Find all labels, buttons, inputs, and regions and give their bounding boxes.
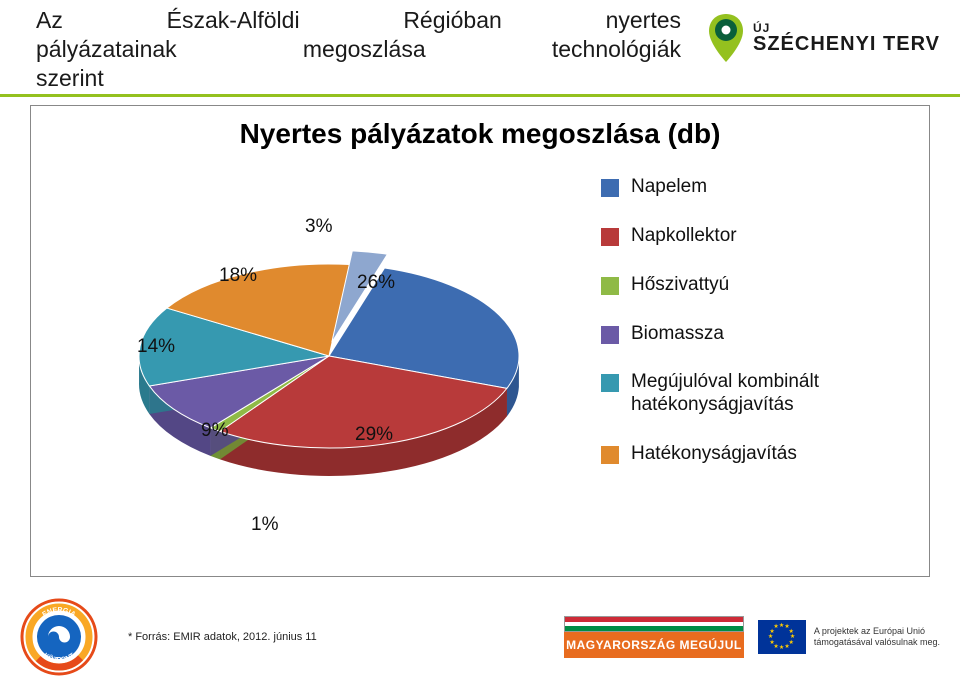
legend-swatch: [601, 228, 619, 246]
energia-logo-icon: ENERGIA KÖZPONT: [20, 598, 98, 676]
legend-label: Hőszivattyú: [631, 274, 729, 297]
eu-text: A projektek az Európai Unió támogatásáva…: [814, 626, 940, 648]
title-line-2: pályázatainak megoszlása technológiák: [36, 36, 681, 62]
legend-swatch: [601, 326, 619, 344]
chart-title: Nyertes pályázatok megoszlása (db): [31, 106, 929, 150]
hungary-megujul-badge: MAGYARORSZÁG MEGÚJUL: [564, 616, 744, 658]
eu-text-line1: A projektek az Európai Unió: [814, 626, 925, 636]
pie-slice-label: 14%: [137, 336, 175, 358]
eu-text-line2: támogatásával valósulnak meg.: [814, 637, 940, 647]
pie-chart: 3% 18% 26% 14% 9% 29% 1%: [71, 216, 531, 546]
eu-flag-icon: ★★★★★★★★★★★★: [758, 620, 806, 654]
legend-swatch: [601, 374, 619, 392]
legend-item: Napkollektor: [601, 225, 901, 248]
legend-label: Biomassza: [631, 323, 724, 346]
legend-item: Napelem: [601, 176, 901, 199]
legend-label: Megújulóval kombinált hatékonyságjavítás: [631, 371, 901, 417]
title-line-1: Az Észak-Alföldi Régióban nyertes: [36, 7, 681, 33]
legend-swatch: [601, 179, 619, 197]
legend-item: Biomassza: [601, 323, 901, 346]
map-pin-icon: [705, 12, 747, 64]
legend-item: Hatékonyságjavítás: [601, 443, 901, 466]
header-divider: [0, 94, 960, 97]
pie-slice-label: 29%: [355, 424, 393, 446]
legend-item: Hőszivattyú: [601, 274, 901, 297]
pie-slice-label: 18%: [219, 265, 257, 287]
chart-legend: Napelem Napkollektor Hőszivattyú Biomassza M…: [601, 176, 901, 466]
title-line-3: szerint: [36, 64, 104, 93]
source-text: * Forrás: EMIR adatok, 2012. június 11: [128, 631, 317, 643]
pie-slice-label: 9%: [201, 420, 228, 442]
footer: ENERGIA KÖZPONT * Forrás: EMIR adatok, 2…: [0, 593, 960, 681]
legend-label: Napkollektor: [631, 225, 737, 248]
legend-item: Megújulóval kombinált hatékonyságjavítás: [601, 371, 901, 417]
legend-label: Hatékonyságjavítás: [631, 443, 797, 466]
logo-terv: SZÉCHENYI TERV: [753, 34, 940, 54]
szechenyi-text: ÚJ SZÉCHENYI TERV: [753, 22, 940, 54]
legend-swatch: [601, 446, 619, 464]
megujul-label: MAGYARORSZÁG MEGÚJUL: [564, 632, 744, 658]
hungary-flag-icon: [564, 616, 744, 632]
szechenyi-logo: ÚJ SZÉCHENYI TERV: [705, 6, 940, 64]
pie-slice-label: 3%: [305, 216, 332, 238]
header: Az Észak-Alföldi Régióban nyertes pályáz…: [0, 0, 960, 92]
chart-container: Nyertes pályázatok megoszlása (db) 3% 18%…: [30, 105, 930, 577]
eu-badge: ★★★★★★★★★★★★ A projektek az Európai Unió…: [758, 620, 940, 654]
pie-slice-label: 1%: [251, 514, 278, 536]
pie-slice-label: 26%: [357, 272, 395, 294]
page-title: Az Észak-Alföldi Régióban nyertes pályáz…: [36, 6, 705, 92]
legend-swatch: [601, 277, 619, 295]
legend-label: Napelem: [631, 176, 707, 199]
